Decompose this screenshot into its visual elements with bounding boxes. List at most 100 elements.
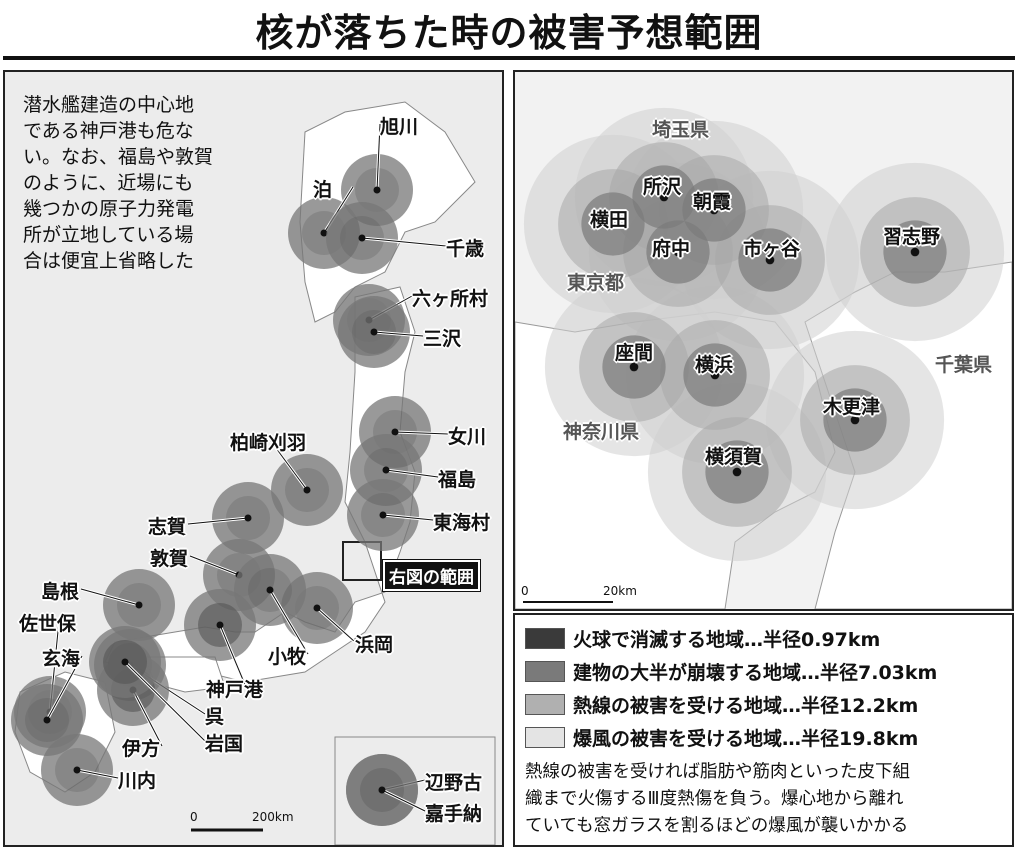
map-note: 潜水艦建造の中心地 である神戸港も危な い。なお、福島や敦賀 のように、近場にも… bbox=[23, 94, 214, 272]
kanto-map-panel: 埼玉県 東京都 千葉県 神奈川県 所沢 朝霞 横田 府中 市ヶ谷 習志野 座間 横浜 木更津 横須賀 0 … bbox=[513, 70, 1014, 611]
site-dot bbox=[609, 220, 617, 228]
site-label: 旭川 bbox=[380, 116, 419, 138]
legend-item: 火球で消滅する地域…半径0.97km bbox=[525, 625, 880, 652]
site-dot bbox=[373, 186, 381, 194]
site-dot bbox=[382, 466, 390, 474]
site-dot bbox=[733, 468, 741, 476]
site-dot bbox=[370, 328, 378, 336]
legend-label: 爆風の被害を受ける地域…半径19.8km bbox=[573, 728, 919, 750]
site-dot bbox=[851, 416, 859, 424]
site-label: 千歳 bbox=[446, 238, 485, 260]
prefecture-label: 東京都 bbox=[567, 272, 625, 294]
site-dot bbox=[266, 586, 274, 594]
leader-line bbox=[132, 689, 163, 747]
leader-line bbox=[316, 607, 356, 643]
site-label: 女川 bbox=[448, 426, 487, 448]
leader-line bbox=[385, 469, 439, 478]
site-label: 小牧 bbox=[268, 646, 307, 668]
site-dot bbox=[711, 371, 719, 379]
legend-swatch bbox=[525, 661, 565, 682]
site-label: 市ヶ谷 bbox=[743, 238, 801, 260]
leader-line bbox=[189, 555, 240, 576]
site-label: 泊 bbox=[313, 179, 333, 201]
site-label: 木更津 bbox=[823, 396, 881, 418]
site-dot bbox=[244, 514, 252, 522]
leader-line bbox=[219, 624, 247, 688]
leader-line bbox=[361, 237, 447, 247]
site-dot bbox=[358, 234, 366, 242]
site-label: 辺野古 bbox=[425, 772, 483, 794]
site-dot bbox=[391, 428, 399, 436]
kanto-map bbox=[515, 107, 1012, 609]
site-label: 福島 bbox=[438, 469, 477, 491]
leader-line bbox=[269, 439, 308, 491]
site-label: 柏崎刈羽 bbox=[230, 432, 307, 454]
site-label: 座間 bbox=[615, 342, 654, 364]
site-label: 島根 bbox=[41, 581, 80, 603]
leader-line bbox=[187, 517, 249, 525]
site-label: 伊方 bbox=[122, 738, 161, 760]
site-dot bbox=[379, 511, 387, 519]
site-label: 嘉手納 bbox=[425, 803, 483, 825]
prefecture-label: 千葉県 bbox=[935, 354, 993, 376]
site-dot bbox=[135, 601, 143, 609]
scale-max: 20km bbox=[603, 584, 637, 598]
site-dot bbox=[378, 786, 386, 794]
site-label: 朝霞 bbox=[693, 191, 732, 213]
site-dot bbox=[216, 621, 224, 629]
leader-line bbox=[46, 655, 83, 721]
leader-line bbox=[269, 589, 309, 655]
legend-swatch bbox=[525, 694, 565, 715]
leader-line bbox=[373, 331, 424, 337]
site-dot bbox=[121, 658, 129, 666]
legend-panel: 火球で消滅する地域…半径0.97km 建物の大半が崩壊する地域…半径7.03km 熱… bbox=[513, 613, 1014, 847]
site-dot bbox=[313, 604, 321, 612]
legend-label: 建物の大半が崩壊する地域…半径7.03km bbox=[573, 662, 938, 684]
site-label: 敦賀 bbox=[150, 548, 189, 570]
scale-max: 200km bbox=[252, 810, 294, 824]
site-label: 横須賀 bbox=[705, 446, 763, 468]
leader-line bbox=[376, 123, 381, 191]
site-label: 神戸港 bbox=[206, 679, 264, 701]
site-dot bbox=[674, 248, 682, 256]
legend-label: 火球で消滅する地域…半径0.97km bbox=[573, 629, 881, 651]
leader-line bbox=[76, 769, 119, 779]
leader-line bbox=[80, 588, 140, 606]
site-dot bbox=[43, 716, 51, 724]
japan-map-panel: 潜水艦建造の中心地 である神戸港も危な い。なお、福島や敦賀 のように、近場にも… bbox=[3, 70, 504, 847]
site-label: 横田 bbox=[590, 209, 629, 231]
legend-swatch bbox=[525, 727, 565, 748]
site-label: 横浜 bbox=[695, 354, 734, 376]
leader-line bbox=[382, 514, 434, 521]
leader-line bbox=[124, 661, 206, 742]
scale-zero: 0 bbox=[521, 584, 529, 598]
site-label: 府中 bbox=[652, 238, 691, 260]
legend-item: 爆風の被害を受ける地域…半径19.8km bbox=[525, 724, 918, 751]
site-label: 佐世保 bbox=[19, 613, 77, 635]
page-title: 核が落ちた時の被害予想範囲 bbox=[255, 11, 763, 55]
okinawa-inset bbox=[334, 736, 496, 845]
legend-swatch bbox=[525, 628, 565, 649]
site-label: 玄海 bbox=[42, 648, 81, 670]
title-divider bbox=[3, 56, 1015, 60]
japan-map bbox=[11, 101, 496, 845]
site-dot bbox=[911, 248, 919, 256]
leader-line bbox=[381, 789, 426, 812]
site-label: 六ヶ所村 bbox=[412, 288, 489, 310]
legend-label: 熱線の被害を受ける地域…半径12.2km bbox=[573, 695, 919, 717]
site-label: 習志野 bbox=[883, 226, 941, 248]
prefecture-label: 神奈川県 bbox=[563, 421, 640, 443]
site-dot bbox=[630, 363, 638, 371]
site-label: 呉 bbox=[205, 706, 225, 728]
site-dot bbox=[766, 256, 774, 264]
site-label: 川内 bbox=[118, 770, 157, 792]
legend-item: 熱線の被害を受ける地域…半径12.2km bbox=[525, 691, 918, 718]
site-label: 浜岡 bbox=[355, 634, 394, 656]
legend-description: 熱線の被害を受ければ脂肪や筋肉といった皮下組 織まで火傷するⅢ度熱傷を負う。爆心… bbox=[525, 762, 910, 836]
scale-zero: 0 bbox=[190, 810, 198, 824]
legend-item: 建物の大半が崩壊する地域…半径7.03km bbox=[525, 658, 937, 685]
site-label: 志賀 bbox=[148, 516, 187, 538]
prefecture-label: 埼玉県 bbox=[652, 119, 710, 141]
site-dot bbox=[710, 206, 718, 214]
